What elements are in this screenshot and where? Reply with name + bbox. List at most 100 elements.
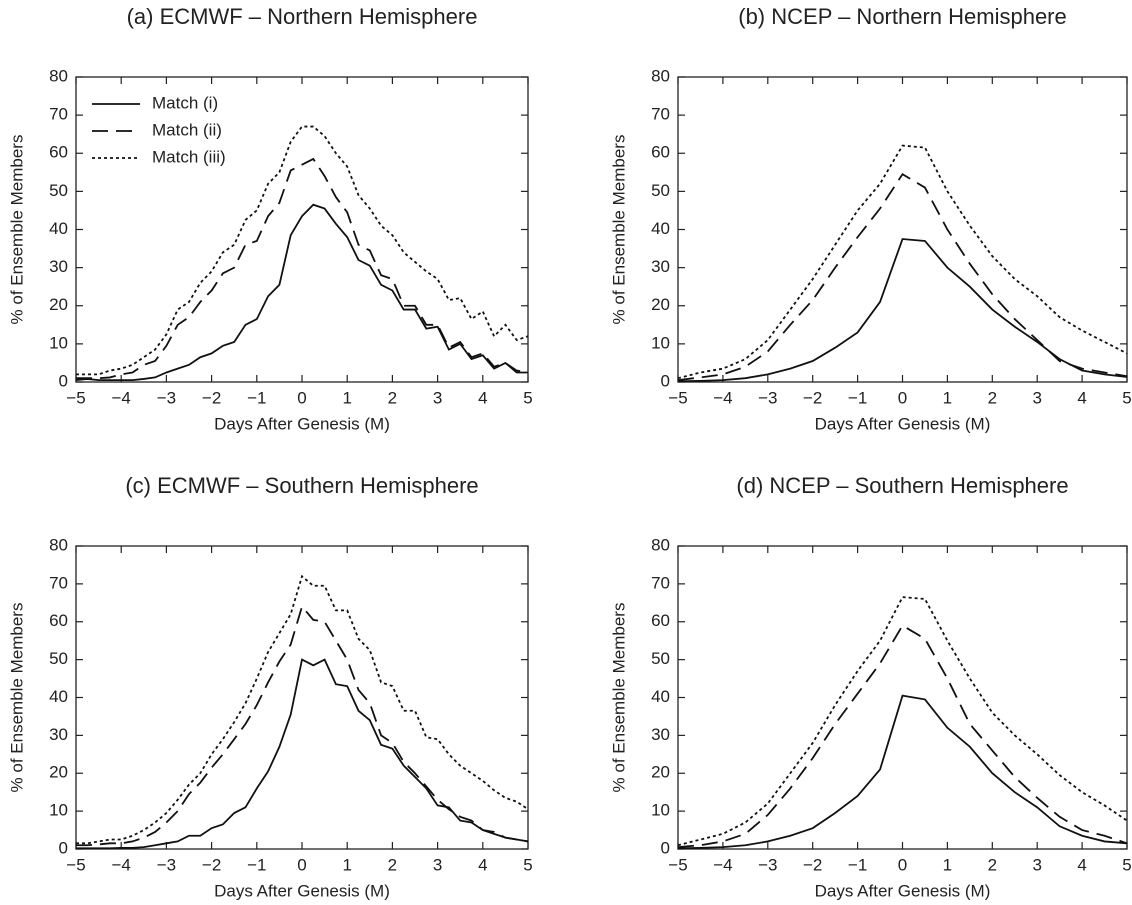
y-tick-label: 10 xyxy=(651,333,670,352)
y-tick-label: 10 xyxy=(651,801,670,820)
y-tick-label: 70 xyxy=(651,573,670,592)
plot-frame xyxy=(75,76,529,383)
series-line xyxy=(677,624,1128,849)
y-tick-label: 40 xyxy=(651,687,670,706)
plot-frame xyxy=(75,545,529,850)
panel: (c) ECMWF – Southern Hemisphere Days Afte… xyxy=(7,473,532,901)
x-tick-label: 4 xyxy=(478,855,487,874)
y-tick-label: 80 xyxy=(49,535,68,554)
x-tick-label: −5 xyxy=(66,855,85,874)
y-tick-label: 0 xyxy=(59,838,68,857)
x-tick-label: 0 xyxy=(898,388,907,407)
legend-label: Match (ii) xyxy=(152,120,222,139)
y-tick-label: 60 xyxy=(49,143,68,162)
x-tick-label: 4 xyxy=(1077,388,1086,407)
legend-label: Match (iii) xyxy=(152,147,226,166)
y-tick-label: 60 xyxy=(49,611,68,630)
y-tick-label: 50 xyxy=(651,181,670,200)
y-tick-label: 70 xyxy=(651,105,670,124)
y-tick-label: 20 xyxy=(651,763,670,782)
x-tick-label: −3 xyxy=(157,388,176,407)
series-line xyxy=(677,596,1128,847)
plot-frame xyxy=(677,76,1128,383)
x-axis-label: Days After Genesis (M) xyxy=(815,414,991,433)
y-tick-label: 0 xyxy=(661,371,670,390)
y-tick-label: 40 xyxy=(651,219,670,238)
x-tick-label: −1 xyxy=(848,388,867,407)
y-tick-label: 30 xyxy=(49,257,68,276)
y-tick-label: 50 xyxy=(651,649,670,668)
x-tick-label: −3 xyxy=(758,388,777,407)
x-axis-label: Days After Genesis (M) xyxy=(214,414,390,433)
x-tick-label: 5 xyxy=(523,388,532,407)
x-tick-label: 4 xyxy=(1077,855,1086,874)
panel: (d) NCEP – Southern Hemisphere Days After… xyxy=(609,473,1131,901)
y-axis-label: % of Ensemble Members xyxy=(7,603,26,793)
panel-title: (d) NCEP – Southern Hemisphere xyxy=(736,473,1068,498)
y-tick-label: 40 xyxy=(49,219,68,238)
x-tick-label: −4 xyxy=(713,855,732,874)
x-axis-label: Days After Genesis (M) xyxy=(815,881,991,900)
y-tick-label: 0 xyxy=(661,838,670,857)
x-tick-label: 0 xyxy=(297,388,306,407)
x-tick-label: 2 xyxy=(988,388,997,407)
x-tick-label: 3 xyxy=(433,388,442,407)
x-axis-label: Days After Genesis (M) xyxy=(214,881,390,900)
x-tick-label: −4 xyxy=(713,388,732,407)
panel-title: (a) ECMWF – Northern Hemisphere xyxy=(127,4,478,29)
y-tick-label: 30 xyxy=(49,725,68,744)
y-tick-label: 0 xyxy=(59,371,68,390)
y-tick-label: 60 xyxy=(651,611,670,630)
x-tick-label: 2 xyxy=(988,855,997,874)
x-tick-label: 3 xyxy=(433,855,442,874)
series-line xyxy=(677,173,1128,381)
x-tick-label: 5 xyxy=(1122,388,1131,407)
plot-frame xyxy=(677,545,1128,850)
x-tick-label: 1 xyxy=(943,388,952,407)
x-tick-label: −1 xyxy=(247,388,266,407)
x-tick-label: −2 xyxy=(202,855,221,874)
y-tick-label: 20 xyxy=(49,763,68,782)
y-tick-label: 20 xyxy=(651,295,670,314)
x-tick-label: 1 xyxy=(342,388,351,407)
series-line xyxy=(76,574,529,845)
series-line xyxy=(76,604,529,847)
panel: (a) ECMWF – Northern Hemisphere Days Afte… xyxy=(7,4,532,434)
y-tick-label: 20 xyxy=(49,295,68,314)
x-tick-label: −2 xyxy=(803,855,822,874)
y-tick-label: 80 xyxy=(651,66,670,85)
x-tick-label: −4 xyxy=(112,855,131,874)
series-line xyxy=(677,144,1128,380)
x-tick-label: −3 xyxy=(157,855,176,874)
y-tick-label: 70 xyxy=(49,105,68,124)
x-tick-label: −4 xyxy=(112,388,131,407)
y-tick-label: 10 xyxy=(49,333,68,352)
series-line xyxy=(75,203,528,381)
y-tick-label: 40 xyxy=(49,687,68,706)
panel-title: (c) ECMWF – Southern Hemisphere xyxy=(125,473,478,498)
y-axis-label: % of Ensemble Members xyxy=(7,135,26,325)
y-axis-label: % of Ensemble Members xyxy=(609,603,628,793)
x-tick-label: 3 xyxy=(1032,855,1041,874)
y-tick-label: 80 xyxy=(651,535,670,554)
x-tick-label: −5 xyxy=(66,388,85,407)
x-tick-label: −1 xyxy=(848,855,867,874)
y-tick-label: 30 xyxy=(651,257,670,276)
x-tick-label: −2 xyxy=(803,388,822,407)
y-tick-label: 70 xyxy=(49,573,68,592)
x-tick-label: 5 xyxy=(1122,855,1131,874)
x-tick-label: −5 xyxy=(668,388,687,407)
y-tick-label: 50 xyxy=(49,649,68,668)
series-line xyxy=(76,658,529,850)
x-tick-label: −5 xyxy=(668,855,687,874)
x-tick-label: 2 xyxy=(388,855,397,874)
x-tick-label: 4 xyxy=(478,388,487,407)
x-tick-label: −3 xyxy=(758,855,777,874)
y-tick-label: 10 xyxy=(49,801,68,820)
panel: (b) NCEP – Northern Hemisphere Days After… xyxy=(609,4,1131,434)
x-tick-label: 0 xyxy=(297,855,306,874)
y-tick-label: 30 xyxy=(651,725,670,744)
series-line xyxy=(76,157,529,380)
series-line xyxy=(76,125,529,376)
